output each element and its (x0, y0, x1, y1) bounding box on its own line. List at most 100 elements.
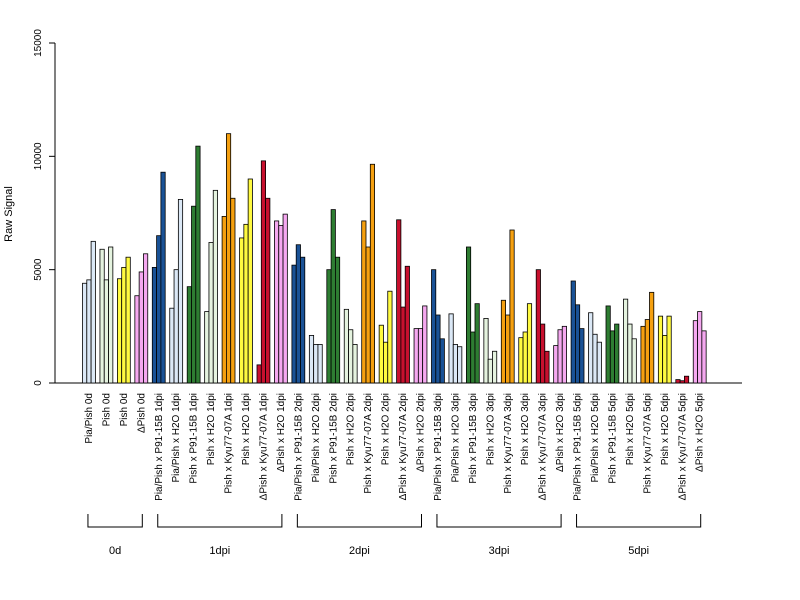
bar (177, 198, 184, 384)
x-tick-label: Pish x H2O 1dpi (206, 393, 217, 465)
x-tick-label: Pish x P91-15B 5dpi (607, 393, 618, 484)
x-tick-label: ΔPish x H2O 1dpi (276, 393, 287, 472)
bar (623, 298, 629, 384)
x-tick-label: Pish x H2O 3dpi (520, 393, 531, 465)
y-tick-label: 10000 (33, 142, 44, 170)
bar (90, 240, 96, 384)
x-tick-label: ΔPish x Kyu77-07A 5dpi (677, 393, 688, 500)
timepoint-bracket (87, 514, 143, 528)
x-tick-label: ΔPish x Kyu77-07A 3dpi (538, 393, 549, 500)
bar (692, 320, 698, 384)
bar (540, 323, 546, 384)
x-tick-label: Pish x P91-15B 1dpi (189, 393, 200, 484)
bar (334, 256, 341, 384)
x-tick-label: Pish x P91-15B 3dpi (468, 393, 479, 484)
bar (518, 337, 524, 384)
bar (212, 189, 218, 384)
timepoint-label: 0d (109, 545, 121, 557)
bar (666, 315, 672, 384)
bar (82, 282, 88, 384)
x-tick-label: Pish x H2O 1dpi (241, 393, 252, 465)
bar (627, 323, 633, 384)
bar (230, 197, 236, 384)
bar (383, 341, 389, 384)
x-tick-label: Pish x H2O 2dpi (346, 393, 357, 465)
bar (195, 145, 201, 384)
x-tick-label: Pia/Pish x P91-15B 1dpi (154, 393, 165, 501)
bar (435, 314, 441, 384)
y-tick-label: 5000 (33, 258, 44, 281)
timepoint-label: 5dpi (628, 545, 649, 557)
bar (417, 328, 424, 384)
x-tick-labels: Pia/Pish 0d Pish 0d Pish 0d ΔPish 0d Pia/Pis… (84, 393, 706, 501)
bar (247, 178, 253, 384)
bar (605, 305, 611, 384)
bar (448, 313, 454, 384)
bar (679, 380, 685, 384)
x-tick-label: Pish x H2O 5dpi (660, 393, 671, 465)
x-tick-label: Pia/Pish x P91-15B 3dpi (433, 393, 444, 501)
bar (701, 330, 707, 384)
bar (160, 171, 166, 384)
bar (134, 295, 140, 384)
bar (570, 280, 576, 384)
bar (260, 160, 266, 384)
bar (138, 271, 144, 384)
bar (487, 358, 493, 384)
bar (404, 265, 410, 384)
bar (544, 350, 550, 384)
x-tick-label: Pia/Pish x H2O 3dpi (450, 393, 461, 483)
bar (173, 269, 179, 384)
bar (649, 291, 655, 384)
bar (422, 305, 428, 384)
bar (500, 299, 506, 384)
bar (86, 279, 92, 384)
x-tick-label: Pia/Pish x P91-15B 5dpi (573, 393, 584, 501)
bar (125, 256, 131, 384)
x-tick-label: Pish x H2O 5dpi (625, 393, 636, 465)
bar (169, 307, 175, 384)
x-tick-label: Pish 0d (119, 393, 130, 426)
x-tick-label: Pish x Kyu77-07A 5dpi (642, 393, 653, 494)
bar (208, 242, 214, 384)
x-tick-label: ΔPish 0d (136, 393, 147, 433)
bar (308, 334, 315, 384)
bar (609, 330, 615, 384)
bar (99, 248, 105, 384)
bar (557, 329, 563, 384)
bar (274, 220, 280, 384)
bar (644, 319, 650, 384)
bar (614, 323, 620, 384)
bar (579, 328, 585, 384)
x-tick-label: Pish 0d (101, 393, 112, 426)
bar (509, 229, 515, 384)
bar (596, 341, 602, 384)
timepoint-bracket (436, 514, 562, 528)
bar (452, 344, 458, 384)
bar (265, 197, 271, 384)
bar (553, 345, 559, 384)
timepoint-bracket (576, 514, 702, 528)
bar (588, 312, 594, 384)
bar (365, 246, 371, 384)
bar (243, 223, 249, 384)
timepoint-label: 1dpi (209, 545, 230, 557)
bar (278, 225, 284, 384)
bar (143, 253, 149, 384)
bar (256, 364, 262, 384)
x-tick-label: Pia/Pish x H2O 5dpi (590, 393, 601, 483)
y-tick-label: 0 (33, 380, 44, 386)
bar (156, 235, 162, 384)
bar (121, 266, 127, 384)
y-tick-label: 15000 (33, 29, 44, 57)
bar (431, 269, 437, 384)
y-axis: 0 5000 10000 15000 (33, 29, 56, 386)
x-tick-label: ΔPish x H2O 2dpi (416, 393, 427, 472)
x-tick-label: Pia/Pish 0d (84, 393, 95, 444)
bar (282, 213, 288, 384)
bar (225, 133, 232, 384)
bar (317, 344, 323, 384)
y-axis-label: Raw Signal (3, 186, 15, 242)
bars (82, 133, 707, 384)
